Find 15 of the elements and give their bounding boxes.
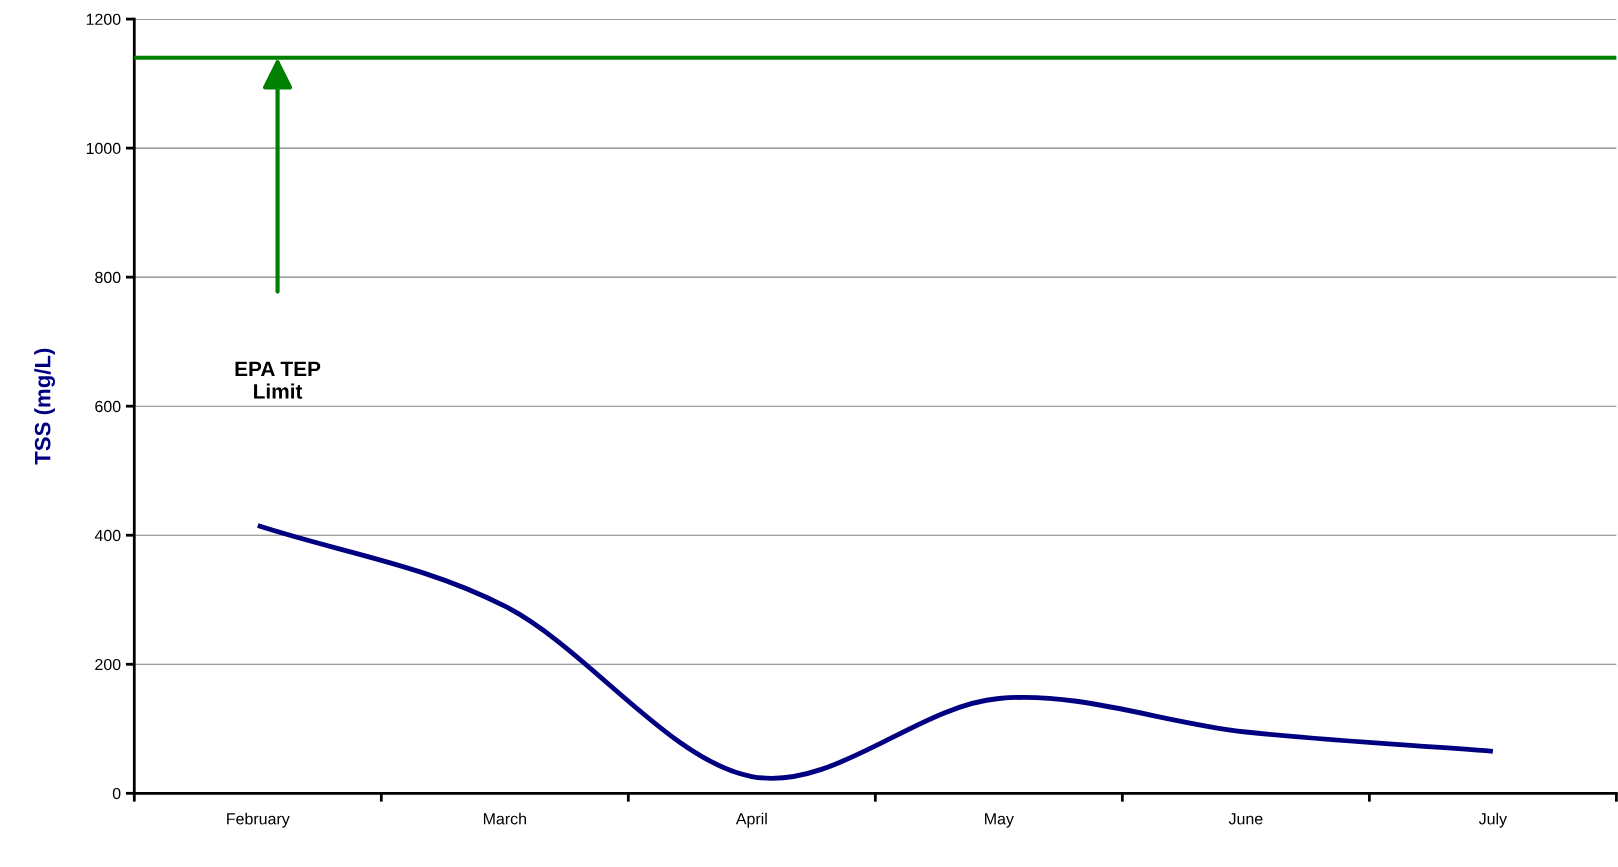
y-tick-label: 800 [95,271,121,284]
x-tick-label: May [985,813,1014,828]
y-tick-label: 1000 [86,142,121,155]
x-tick-label: April [735,812,767,828]
annotation: EPA TEP Limit [235,361,321,399]
y-tick-label: 200 [95,658,121,671]
y-tick-label: 400 [94,529,121,542]
y-tick-label: 1200 [86,13,121,26]
y-tick-label: 600 [95,400,121,413]
x-tick-label: July [1478,812,1508,828]
x-tick-label: March [483,812,526,825]
y-tick-label: 0 [112,787,121,800]
y-axis-title: TSS (mg/L) [34,348,56,465]
x-tick-label: June [1228,813,1263,825]
x-tick-label: February [227,812,290,828]
